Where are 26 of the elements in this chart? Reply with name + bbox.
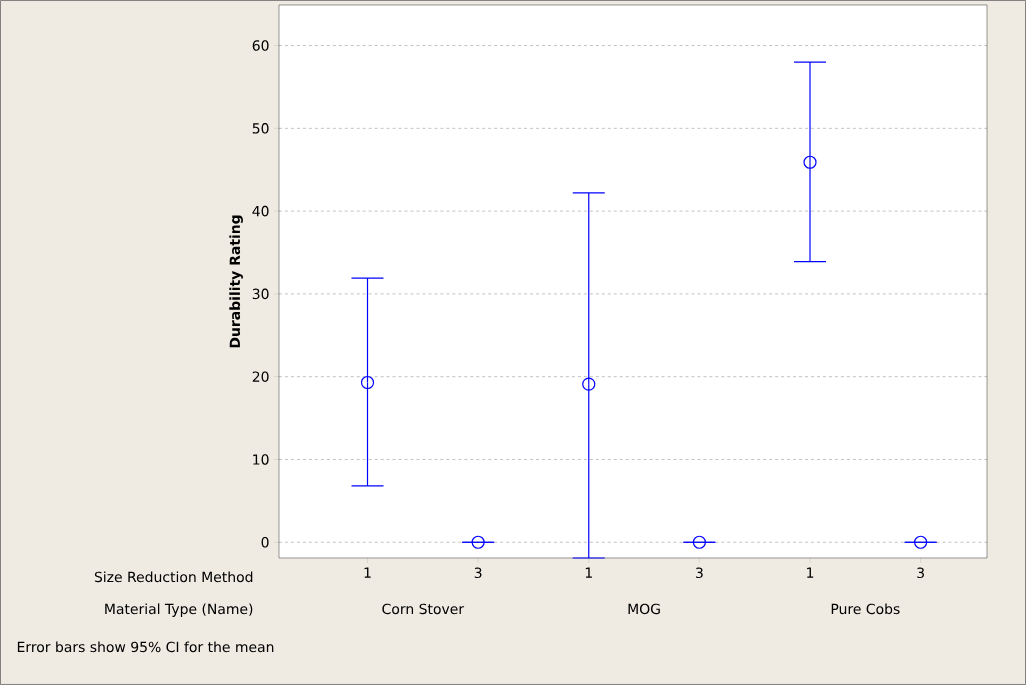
x-tick-label: 1 (585, 567, 592, 578)
x-tick-label: 3 (696, 567, 703, 579)
y-tick-label: 60 (252, 40, 269, 51)
x-tick-label: 3 (917, 567, 924, 579)
x-tick-label: 1 (807, 567, 814, 578)
y-axis-title: Durability Rating (229, 215, 243, 348)
y-tick-label: 10 (253, 454, 269, 465)
y-tick-label: 20 (252, 371, 269, 382)
text: Size Reduction Method (94, 571, 253, 583)
y-tick-label: 40 (252, 205, 269, 217)
point (582, 377, 596, 391)
point (692, 535, 706, 549)
y-tick-label: 30 (252, 288, 269, 300)
text: Material Type (Name) (105, 603, 253, 617)
y-tick-label: 0 (261, 536, 269, 548)
text: Error bars show 95% CI for the mean (17, 641, 274, 653)
point (471, 535, 485, 549)
point (914, 535, 928, 549)
x-tick-label: 3 (474, 567, 482, 579)
text: Pure Cobs (831, 603, 900, 615)
text: MOG (628, 603, 660, 615)
point (803, 155, 817, 169)
point (360, 375, 375, 390)
x-tick-label: 1 (364, 567, 371, 578)
text: Corn Stover (382, 603, 465, 615)
y-tick-label: 50 (252, 123, 269, 134)
